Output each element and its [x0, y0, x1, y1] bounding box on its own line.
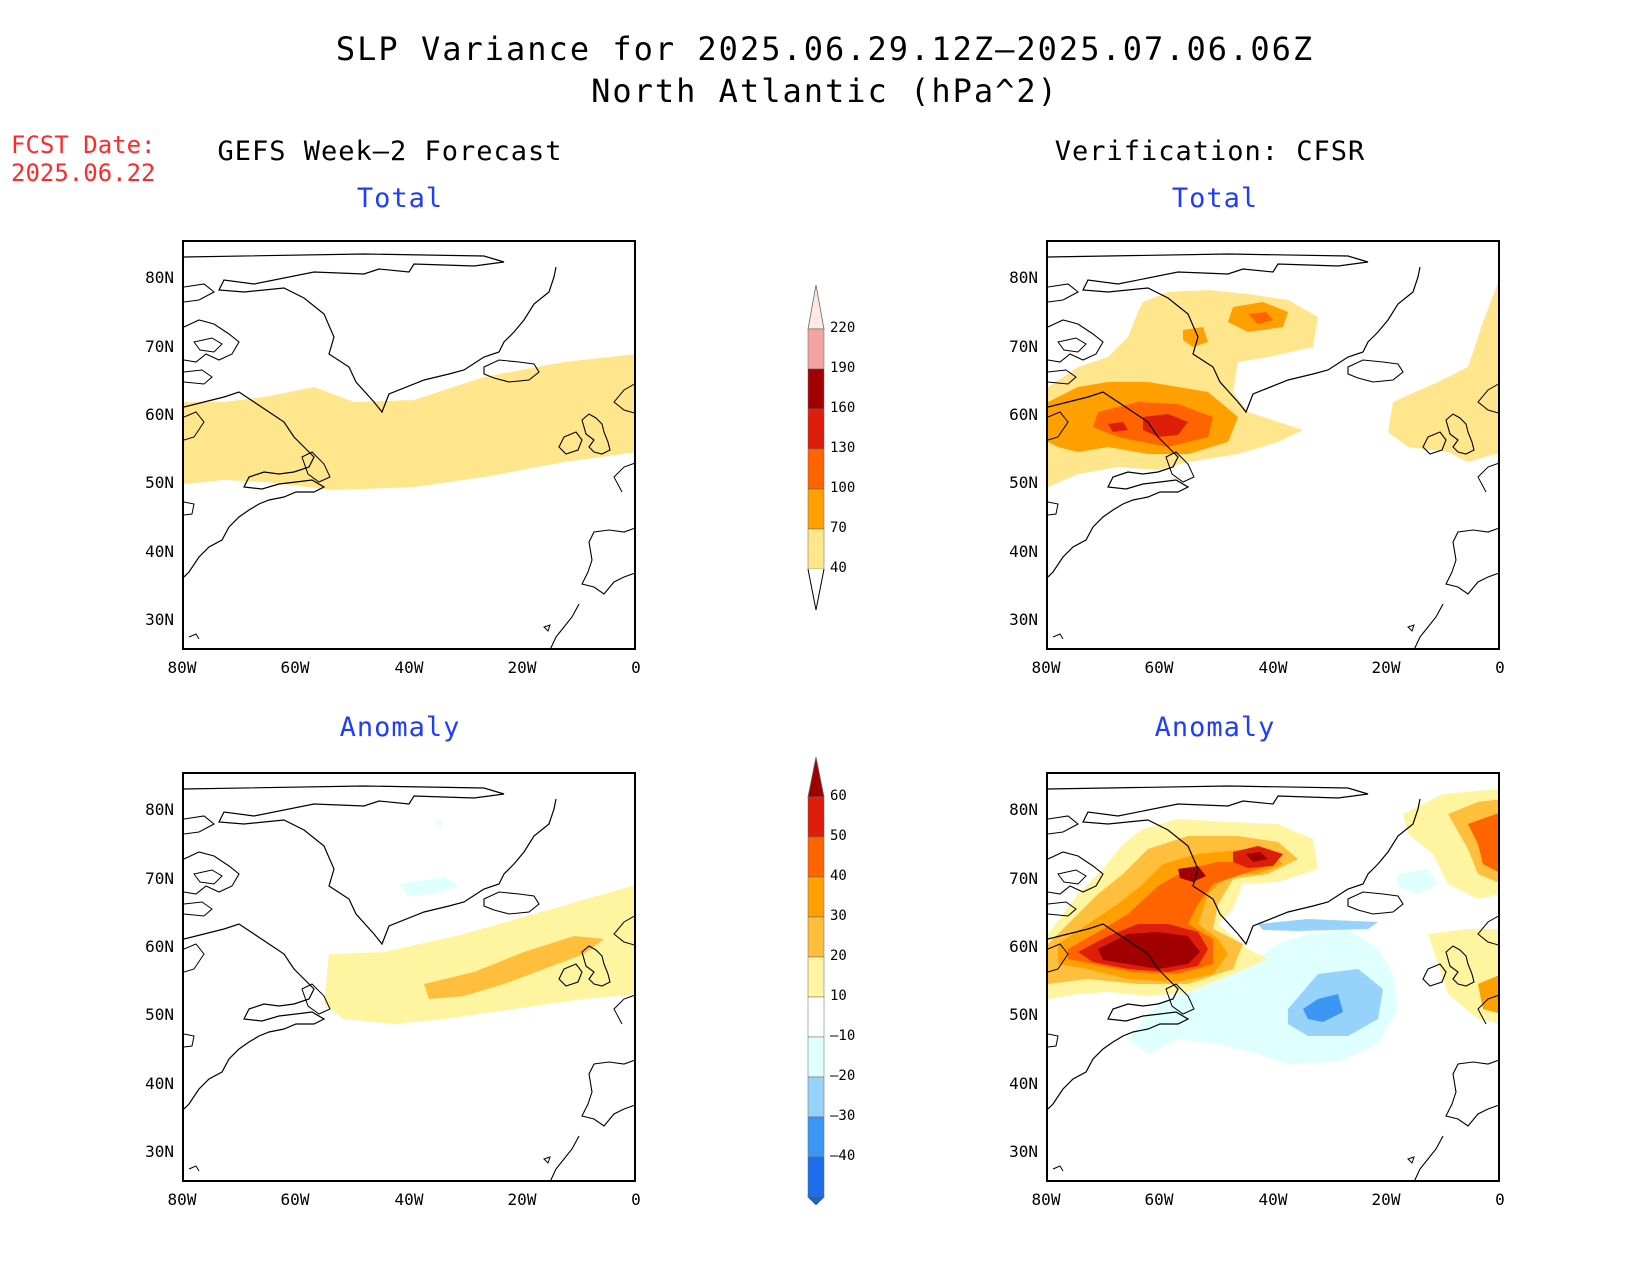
lon-label: 20W: [507, 658, 537, 677]
colorbar-tick-label: 40: [830, 560, 847, 576]
lat-label: 70N: [145, 337, 174, 356]
lon-label: 20W: [507, 1190, 537, 1209]
colorbar-tick-label: 40: [830, 868, 847, 884]
fcst-date: 2025.06.22: [11, 159, 156, 187]
map-verification-total: [1046, 240, 1500, 650]
colorbar-swatch: [807, 796, 825, 838]
colorbar-tick-label: 160: [830, 400, 856, 416]
lat-label: 60N: [1009, 405, 1038, 424]
colorbar-swatch: [807, 836, 825, 878]
lat-label: 50N: [145, 473, 174, 492]
lon-label: 60W: [1144, 1190, 1174, 1209]
map-forecast-total: [182, 240, 636, 650]
colorbar-swatch: [807, 448, 825, 490]
colorbar-swatch: [807, 1156, 825, 1198]
colorbar-tick-label: 220: [830, 320, 856, 336]
lon-label: 20W: [1371, 1190, 1401, 1209]
colorbar-tick-label: 20: [830, 948, 847, 964]
lat-label: 80N: [1009, 800, 1038, 819]
panel-title-top-right: Total: [1171, 183, 1259, 214]
lat-label: 70N: [1009, 869, 1038, 888]
lon-label: 40W: [1258, 658, 1288, 677]
colorbar-swatch: [807, 956, 825, 998]
colorbar-swatch: [807, 328, 825, 370]
lon-label: 0: [1495, 1190, 1505, 1209]
lon-label: 80W: [167, 658, 197, 677]
colorbar-swatch: [807, 916, 825, 958]
lon-label: 40W: [394, 658, 424, 677]
colorbar-top-triangle: [807, 284, 825, 330]
lat-label: 50N: [1009, 1005, 1038, 1024]
lat-label: 30N: [1009, 1142, 1038, 1161]
lon-label: 80W: [167, 1190, 197, 1209]
colorbar-bottom-triangle: [807, 1196, 825, 1206]
lat-label: 60N: [145, 405, 174, 424]
colorbar-tick-label: –40: [830, 1148, 856, 1164]
lon-label: 40W: [394, 1190, 424, 1209]
colorbar-swatch: [807, 368, 825, 410]
colorbar-swatch: [807, 1076, 825, 1118]
panel-title-bottom-left: Anomaly: [339, 712, 461, 743]
colorbar-swatch: [807, 996, 825, 1038]
lon-label: 80W: [1031, 1190, 1061, 1209]
left-column-title: GEFS Week–2 Forecast: [217, 136, 563, 167]
lat-label: 60N: [145, 937, 174, 956]
lon-label: 80W: [1031, 658, 1061, 677]
right-column-title: Verification: CFSR: [1054, 136, 1366, 167]
lat-label: 40N: [145, 1074, 174, 1093]
colorbar-bottom-triangle: [807, 568, 825, 611]
colorbar-tick-label: 10: [830, 988, 847, 1004]
lat-label: 30N: [145, 1142, 174, 1161]
colorbar-swatch: [807, 528, 825, 570]
lat-label: 70N: [145, 869, 174, 888]
lat-label: 80N: [145, 268, 174, 287]
colorbar-swatch: [807, 408, 825, 450]
lon-label: 60W: [280, 658, 310, 677]
colorbar-tick-label: 190: [830, 360, 856, 376]
lat-label: 50N: [145, 1005, 174, 1024]
colorbar-swatch: [807, 488, 825, 530]
lon-label: 0: [631, 658, 641, 677]
lat-label: 40N: [1009, 542, 1038, 561]
lat-label: 30N: [145, 610, 174, 629]
colorbar-tick-label: 70: [830, 520, 847, 536]
lon-label: 40W: [1258, 1190, 1288, 1209]
colorbar-tick-label: 30: [830, 908, 847, 924]
colorbar-tick-label: –20: [830, 1068, 856, 1084]
colorbar-tick-label: 50: [830, 828, 847, 844]
lat-label: 50N: [1009, 473, 1038, 492]
lon-label: 60W: [280, 1190, 310, 1209]
map-verification-anomaly: [1046, 772, 1500, 1182]
main-title: SLP Variance for 2025.06.29.12Z–2025.07.…: [335, 30, 1315, 68]
main-subtitle: North Atlantic (hPa^2): [591, 72, 1059, 110]
lat-label: 60N: [1009, 937, 1038, 956]
lat-label: 80N: [1009, 268, 1038, 287]
lat-label: 40N: [145, 542, 174, 561]
colorbar-swatch: [807, 1116, 825, 1158]
colorbar-tick-label: 60: [830, 788, 847, 804]
total-colorbar: [806, 284, 826, 611]
fcst-label: FCST Date:: [11, 131, 156, 159]
colorbar-tick-label: 130: [830, 440, 856, 456]
anomaly-colorbar: [806, 756, 826, 1206]
colorbar-swatch: [807, 876, 825, 918]
panel-title-bottom-right: Anomaly: [1154, 712, 1276, 743]
lon-label: 0: [631, 1190, 641, 1209]
colorbar-tick-label: –30: [830, 1108, 856, 1124]
panel-title-top-left: Total: [356, 183, 444, 214]
lon-label: 60W: [1144, 658, 1174, 677]
colorbar-tick-label: –10: [830, 1028, 856, 1044]
lat-label: 70N: [1009, 337, 1038, 356]
lon-label: 20W: [1371, 658, 1401, 677]
lat-label: 30N: [1009, 610, 1038, 629]
map-forecast-anomaly: [182, 772, 636, 1182]
lon-label: 0: [1495, 658, 1505, 677]
lat-label: 40N: [1009, 1074, 1038, 1093]
lat-label: 80N: [145, 800, 174, 819]
colorbar-top-triangle: [807, 756, 825, 798]
colorbar-tick-label: 100: [830, 480, 856, 496]
colorbar-swatch: [807, 1036, 825, 1078]
